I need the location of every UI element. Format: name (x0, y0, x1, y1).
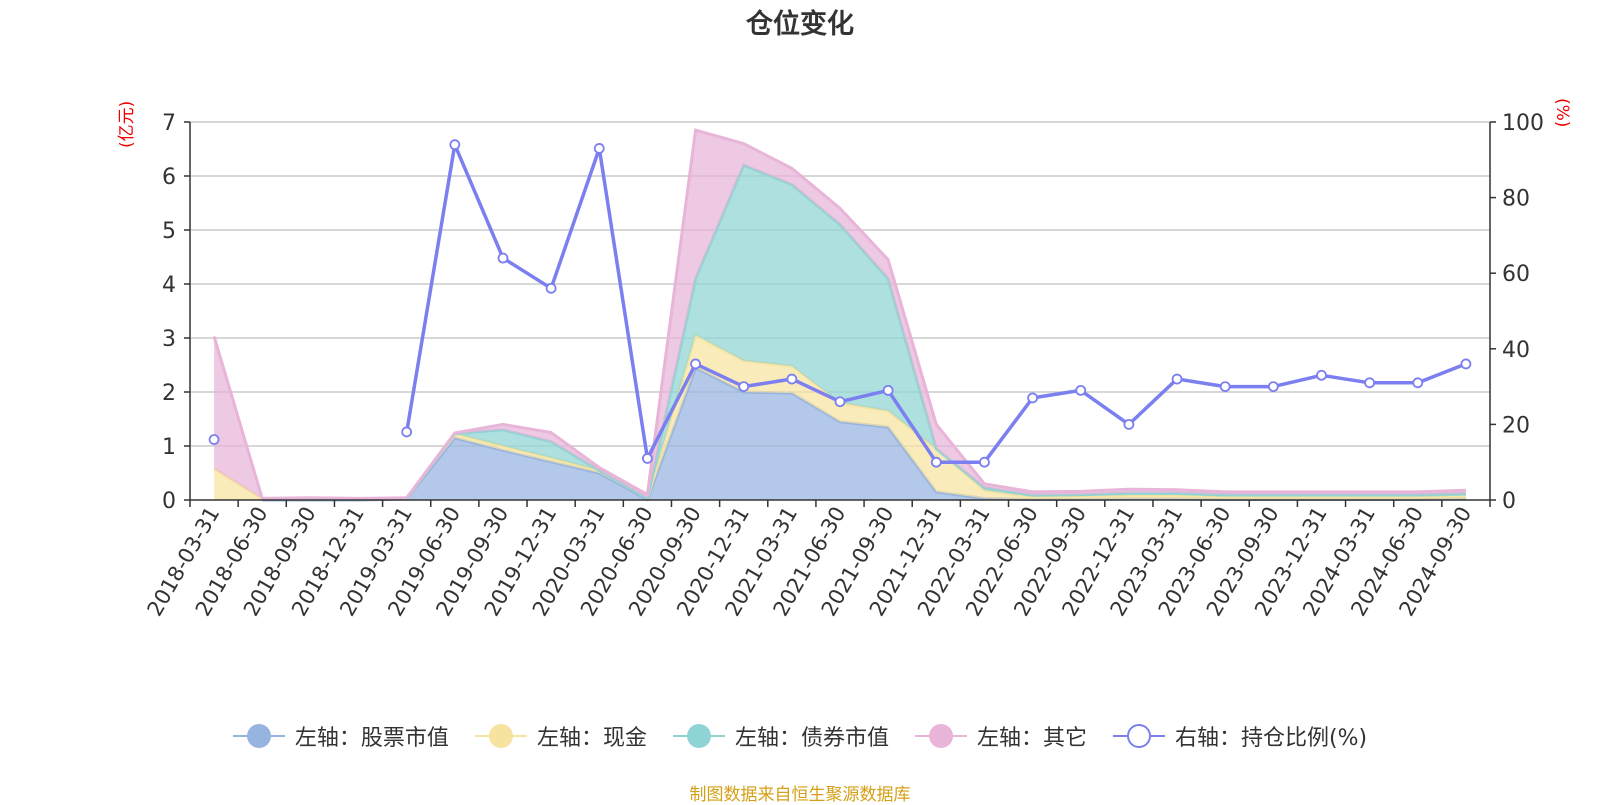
data-point (1316, 369, 1327, 381)
legend-item[interactable]: 左轴：其它 (914, 720, 1087, 752)
data-point (642, 453, 653, 464)
right-axis-tick-label: 0 (1502, 489, 1516, 514)
data-point (1075, 384, 1087, 396)
data-point (1460, 358, 1472, 370)
data-point (1364, 377, 1376, 389)
area-左轴：股票市值 (262, 367, 1466, 500)
data-point (979, 456, 990, 468)
data-point (1412, 377, 1424, 389)
data-point (401, 426, 413, 438)
right-axis-tick-label: 60 (1502, 262, 1530, 287)
data-point (1171, 373, 1183, 385)
legend-marker-icon (232, 723, 285, 749)
left-axis-tick-label: 1 (162, 435, 176, 460)
legend-item[interactable]: 左轴：现金 (474, 720, 647, 752)
data-point (1267, 381, 1279, 393)
legend-marker-icon (672, 723, 725, 749)
data-point (1219, 381, 1231, 393)
data-point (593, 143, 605, 154)
legend-marker-icon (914, 723, 967, 749)
data-point (930, 456, 942, 468)
data-point (1123, 418, 1135, 430)
left-axis-tick-label: 0 (162, 489, 176, 514)
legend-item[interactable]: 左轴：股票市值 (232, 720, 449, 752)
right-axis-tick-label: 40 (1502, 338, 1530, 363)
legend-marker-icon (474, 723, 527, 749)
legend-label: 左轴：现金 (536, 726, 647, 751)
data-point (545, 282, 557, 294)
data-source-note: 制图数据来自恒生聚源数据库 (689, 785, 911, 805)
chart-legend: 左轴：股票市值 左轴：现金 左轴：债券市值 左轴：其它 右轴：持仓比例(%) (0, 720, 1600, 752)
legend-label: 左轴：股票市值 (294, 726, 449, 751)
data-point (1027, 392, 1038, 404)
legend-item[interactable]: 右轴：持仓比例(%) (1112, 720, 1368, 752)
area-左轴：现金 (214, 335, 1466, 500)
data-point (497, 252, 509, 264)
data-point (449, 139, 461, 151)
line-右轴：持仓比例(%) (404, 142, 1467, 464)
data-point (834, 396, 846, 408)
legend-item[interactable]: 左轴：债券市值 (672, 720, 889, 752)
right-axis-tick-label: 20 (1502, 413, 1530, 438)
legend-label: 右轴：持仓比例(%) (1174, 726, 1368, 751)
left-axis-tick-label: 4 (162, 273, 176, 298)
data-point (738, 381, 750, 393)
right-axis-tick-label: 100 (1502, 111, 1544, 136)
area-edge-左轴：其它 (212, 128, 1466, 500)
left-axis-tick-label: 2 (162, 381, 176, 406)
legend-label: 左轴：其它 (976, 726, 1087, 751)
data-point (786, 373, 798, 385)
left-axis-tick-label: 3 (162, 327, 176, 352)
chart-title: 仓位变化 (746, 9, 854, 40)
data-point (690, 358, 701, 370)
legend-label: 左轴：债券市值 (734, 726, 889, 751)
left-axis-tick-label: 5 (162, 219, 176, 244)
data-point (208, 434, 220, 445)
area-左轴：债券市值 (262, 165, 1466, 500)
left-axis-tick-label: 6 (162, 165, 176, 190)
left-axis-tick-label: 7 (162, 111, 176, 136)
data-point (882, 384, 894, 396)
right-axis-tick-label: 80 (1502, 187, 1530, 212)
legend-marker-icon (1112, 723, 1165, 749)
